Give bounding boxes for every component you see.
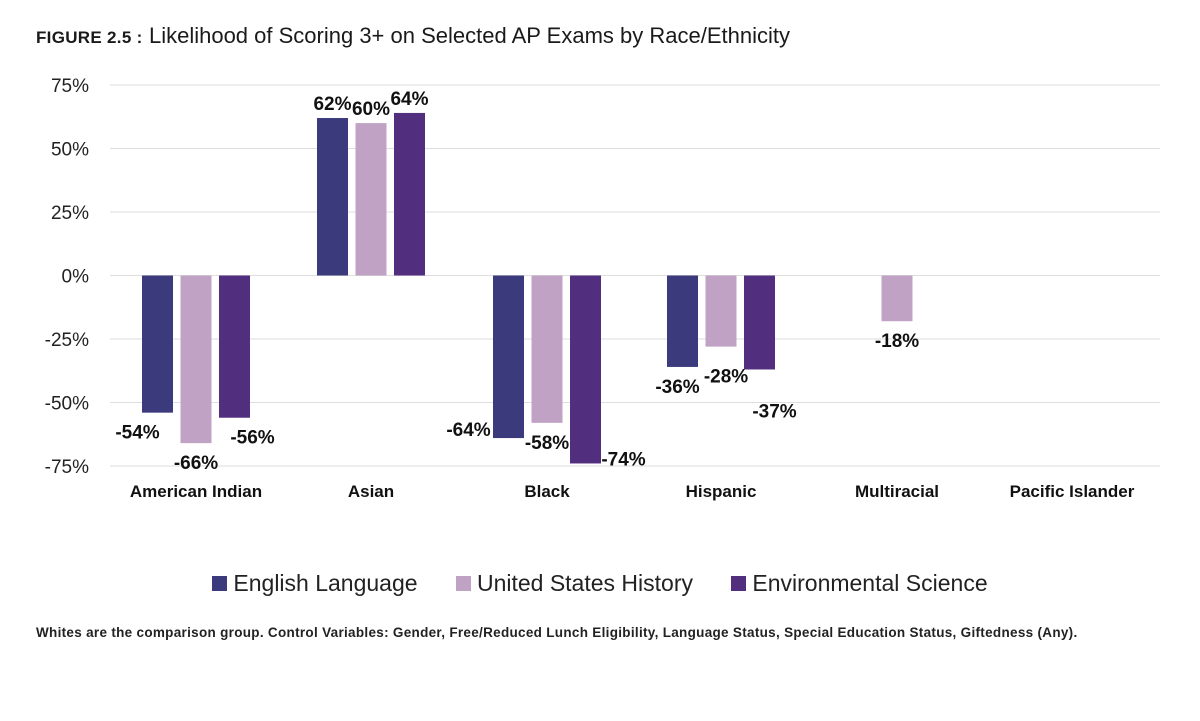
data-label: 60% <box>352 99 390 120</box>
y-axis: 75% 50% 25% 0% -25% -50% -75% <box>45 76 89 478</box>
data-label: -64% <box>446 420 490 441</box>
data-labels: -54% 62% -64% -36% -66% 60% -58% -28% -18% -56% 64… <box>115 89 919 474</box>
chart-title: FIGURE 2.5 : Likelihood of Scoring 3+ on… <box>36 22 790 49</box>
bar-chart: 75%50%25%0%-25%-50%-75% -54%62%-64%-36%-… <box>45 76 1160 501</box>
x-tick-label: American Indian <box>130 482 262 501</box>
y-tick-label: 75% <box>51 76 89 97</box>
legend-label: English Language <box>233 570 418 596</box>
data-label: -18% <box>875 331 919 352</box>
bar <box>705 275 737 347</box>
y-tick-label: -75% <box>45 457 89 478</box>
legend-label: United States History <box>476 570 693 596</box>
data-label: -56% <box>230 428 274 449</box>
x-tick-label: Hispanic <box>686 482 757 501</box>
legend-label: Environmental Science <box>752 570 988 596</box>
data-label: -28% <box>704 367 748 388</box>
x-tick-label: Multiracial <box>855 482 939 501</box>
footnote: Whites are the comparison group. Control… <box>36 625 1078 640</box>
x-axis: American Indian Asian Black Hispanic Multira… <box>130 482 1135 501</box>
y-tick-label: 25% <box>51 203 89 224</box>
bar <box>180 275 212 444</box>
bar <box>570 275 601 464</box>
data-label: 62% <box>313 94 351 115</box>
grid-lines <box>110 84 1160 467</box>
x-tick-label: Black <box>524 482 570 501</box>
x-tick-label: Asian <box>348 482 394 501</box>
y-tick-label: 50% <box>51 140 89 161</box>
bar <box>219 275 250 418</box>
data-label: -37% <box>752 401 796 422</box>
data-label: 64% <box>390 89 428 110</box>
legend-swatch <box>455 576 471 591</box>
bar <box>355 123 387 276</box>
bar <box>744 275 775 370</box>
data-label: -36% <box>655 377 699 398</box>
y-tick-label: -50% <box>45 394 89 415</box>
data-label: -74% <box>601 449 645 470</box>
bars <box>142 112 913 464</box>
title-text: Likelihood of Scoring 3+ on Selected AP … <box>148 23 790 48</box>
data-label: -58% <box>525 433 569 454</box>
legend-swatch <box>212 576 228 591</box>
bar <box>881 275 913 322</box>
legend-item-english: English Language <box>212 570 418 597</box>
legend-item-us-history: United States History <box>455 570 693 597</box>
bar <box>394 112 425 276</box>
data-label: -66% <box>174 453 218 474</box>
bar <box>493 275 524 439</box>
bar <box>667 275 698 367</box>
figure-label: FIGURE 2.5 : <box>36 28 143 47</box>
bar <box>531 275 563 423</box>
y-tick-label: -25% <box>45 330 89 351</box>
legend-swatch <box>731 576 747 591</box>
y-tick-label: 0% <box>62 267 90 288</box>
x-tick-label: Pacific Islander <box>1010 482 1135 501</box>
bar <box>317 118 348 276</box>
bar <box>142 275 173 413</box>
legend-item-env-science: Environmental Science <box>731 570 988 597</box>
legend: English Language United States History E… <box>0 570 1200 597</box>
data-label: -54% <box>115 423 159 444</box>
